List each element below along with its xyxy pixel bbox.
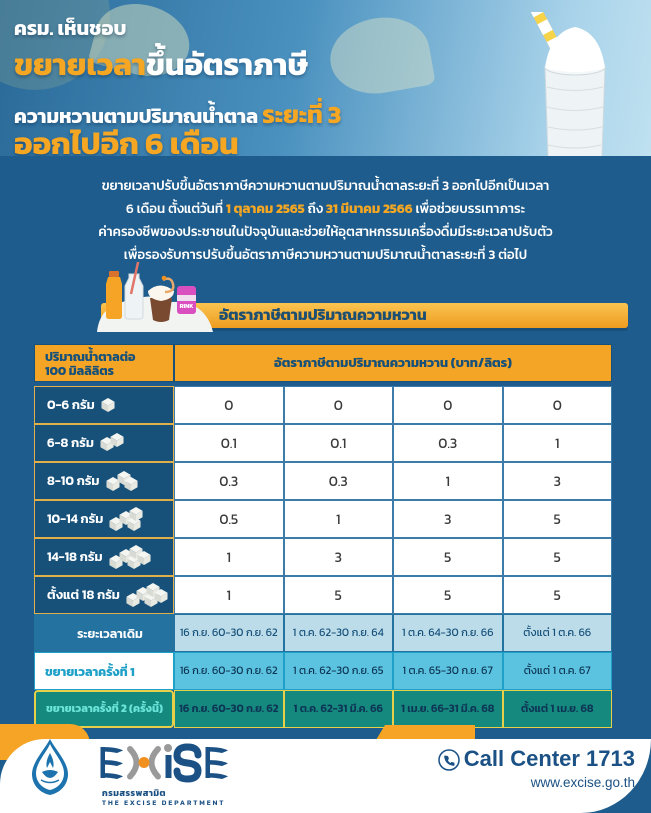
svg-text:RINK: RINK bbox=[180, 302, 194, 311]
